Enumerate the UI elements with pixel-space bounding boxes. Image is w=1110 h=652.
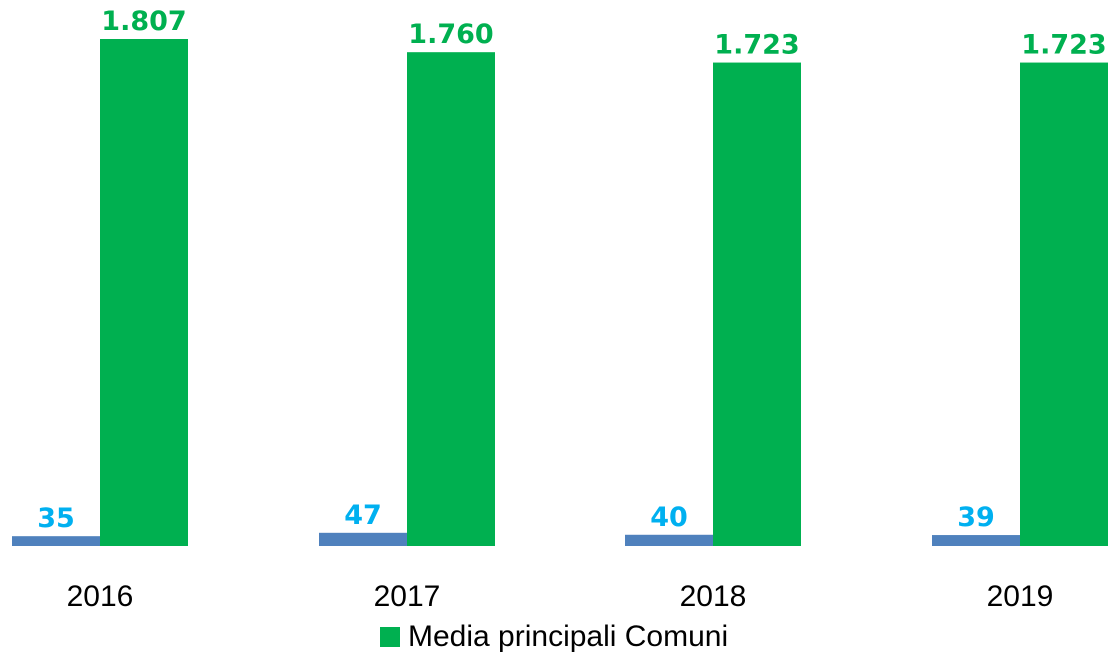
- bar-media-principali-comuni-2018: [713, 62, 801, 546]
- data-label-media-principali-comuni-2017: 1.760: [408, 19, 493, 50]
- data-label-series-1-2019: 39: [957, 502, 995, 533]
- data-labels-layer: 35 1.807 47 1.760 40 1.723 39 1.723: [37, 6, 1106, 534]
- data-label-series-1-2017: 47: [344, 500, 382, 531]
- data-label-series-1-2016: 35: [37, 503, 75, 534]
- x-axis-tick-labels: 2016 2017 2018 2019: [67, 580, 1054, 613]
- bar-media-principali-comuni-2019: [1020, 62, 1108, 546]
- data-label-series-1-2018: 40: [650, 502, 688, 533]
- bar-series-1-2019: [932, 535, 1020, 546]
- x-tick-label-2016: 2016: [67, 580, 134, 613]
- legend: Media principali Comuni: [380, 620, 728, 652]
- bars-layer: [12, 39, 1108, 547]
- x-tick-label-2017: 2017: [374, 580, 441, 613]
- data-label-media-principali-comuni-2019: 1.723: [1021, 30, 1106, 61]
- bar-media-principali-comuni-2017: [407, 52, 495, 547]
- bar-series-1-2016: [12, 536, 100, 546]
- x-tick-label-2019: 2019: [987, 580, 1054, 613]
- x-tick-label-2018: 2018: [680, 580, 747, 613]
- bar-media-principali-comuni-2016: [100, 39, 188, 546]
- bar-series-1-2018: [625, 534, 713, 546]
- data-label-media-principali-comuni-2016: 1.807: [101, 6, 186, 37]
- data-label-media-principali-comuni-2018: 1.723: [714, 30, 799, 61]
- legend-swatch: [380, 627, 400, 647]
- legend-label: Media principali Comuni: [408, 620, 728, 652]
- bar-series-1-2017: [319, 532, 407, 546]
